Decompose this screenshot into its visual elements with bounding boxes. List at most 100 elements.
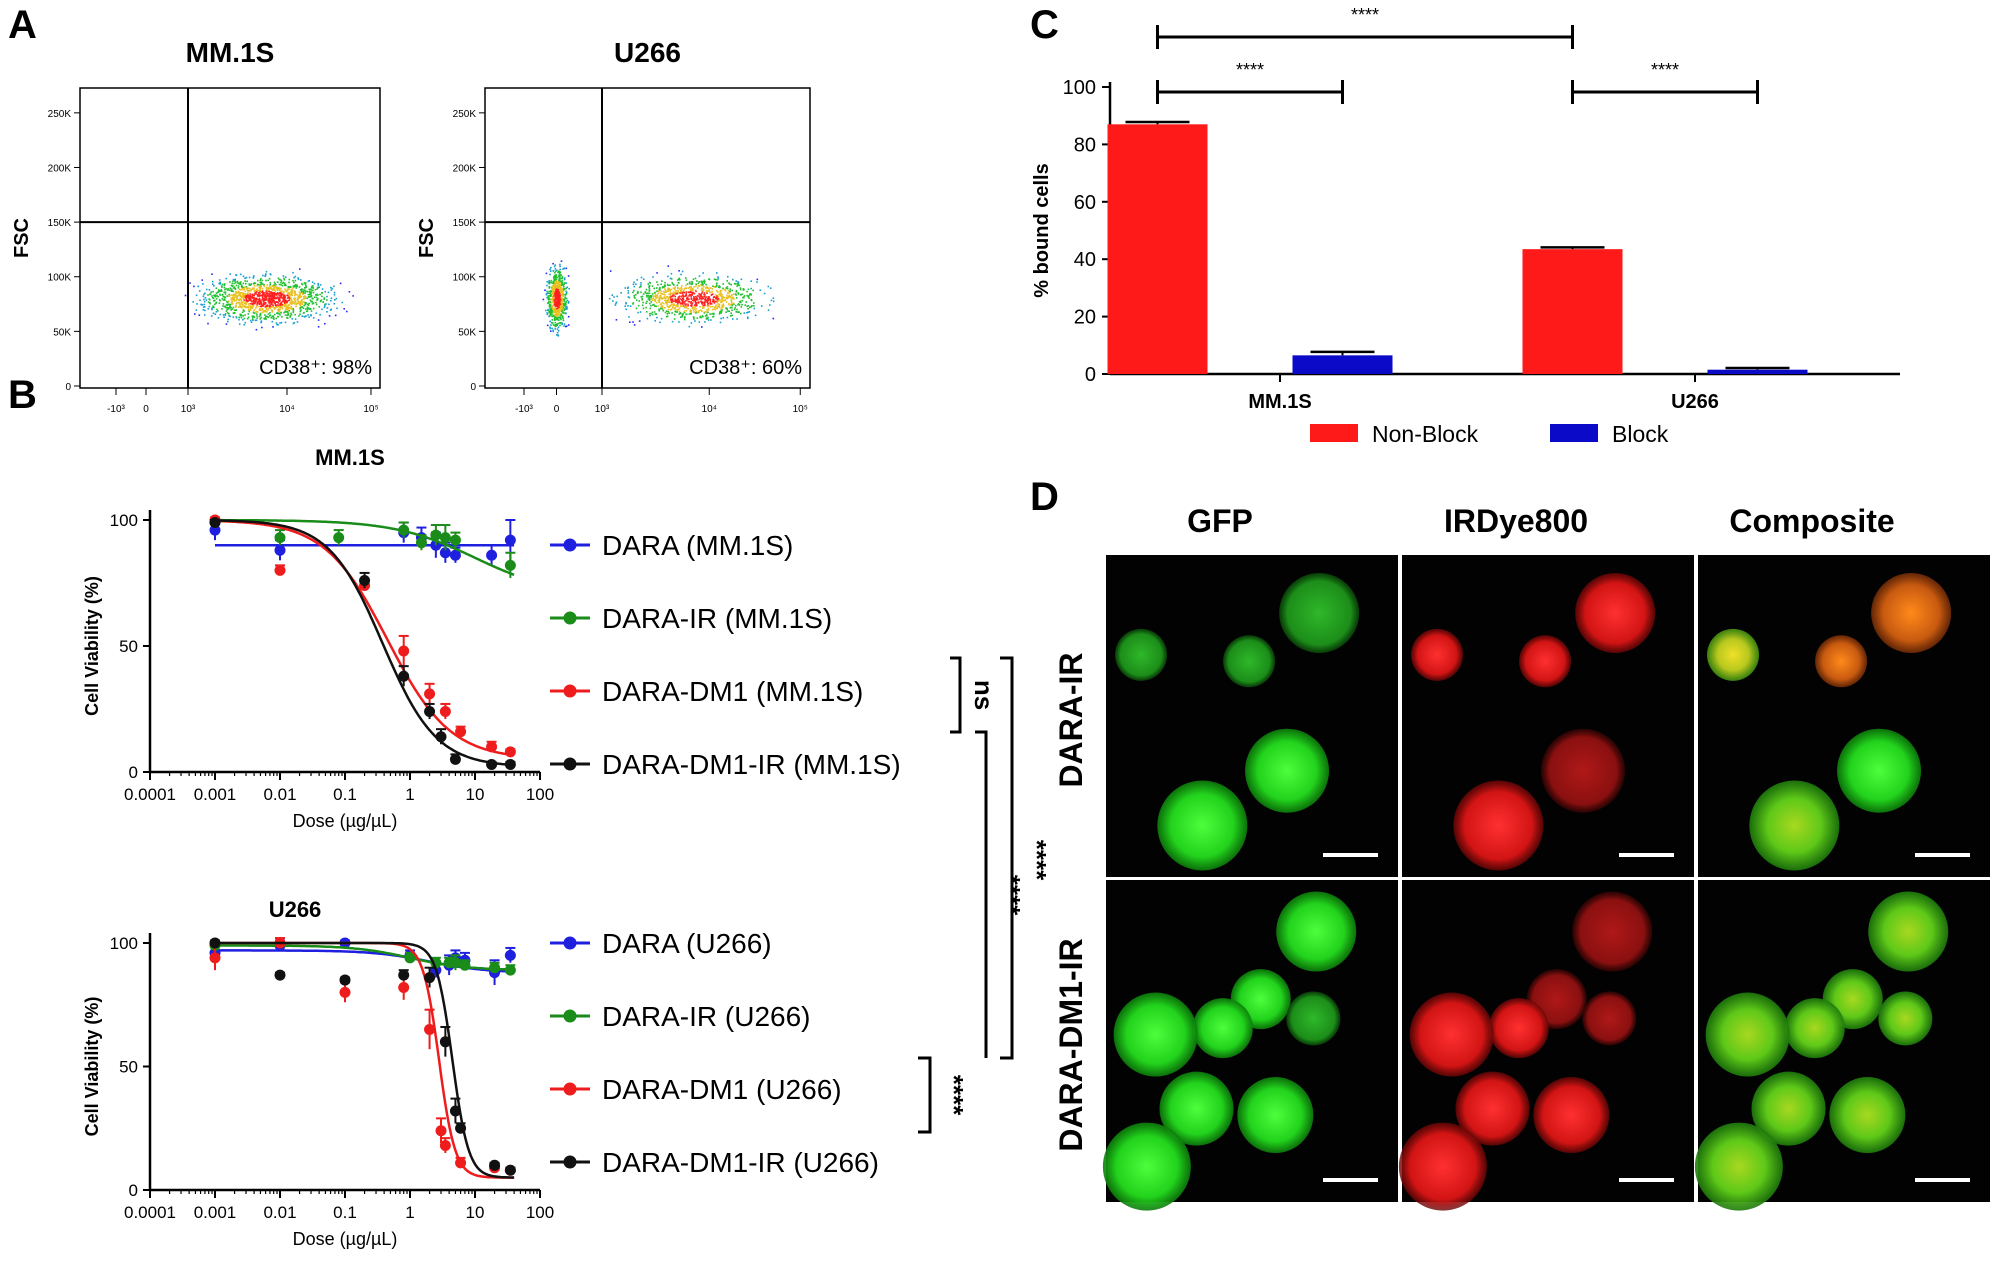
fit-curve [215, 941, 515, 1179]
data-point [435, 731, 447, 743]
flow-event [726, 308, 728, 311]
flow-event [299, 307, 301, 310]
flow-event [259, 318, 262, 320]
flow-event [676, 287, 679, 290]
flow-event [229, 294, 231, 297]
flow-event [253, 287, 255, 289]
flow-event [264, 317, 267, 319]
flow-event [669, 289, 671, 291]
cell [1245, 728, 1330, 813]
flow-event [720, 312, 722, 314]
flow-event [712, 315, 715, 318]
flow-event [285, 290, 288, 293]
flow-event [693, 306, 695, 308]
flow-event [555, 307, 558, 310]
flow-event [701, 301, 703, 303]
flow-event [706, 292, 708, 294]
flow-event [328, 303, 330, 306]
flow-event [609, 270, 612, 272]
flow-event [556, 334, 558, 336]
flow-event [675, 301, 677, 303]
flow-y-tick-label: 250K [453, 109, 477, 120]
flow-event [733, 283, 736, 285]
flow-event [555, 303, 558, 306]
flow-event [239, 293, 241, 296]
flow-event [672, 307, 674, 309]
flow-event [222, 295, 225, 298]
flow-event [654, 295, 657, 298]
flow-event [729, 288, 732, 290]
flow-event [296, 285, 299, 288]
flow-event [279, 289, 281, 291]
flow-event [263, 299, 266, 302]
flow-event [258, 297, 261, 300]
flow-event [676, 311, 678, 313]
flow-event [324, 304, 326, 307]
flow-event [276, 286, 279, 289]
flow-event [556, 282, 558, 284]
flow-event [229, 273, 231, 275]
flow-event [627, 287, 629, 289]
flow-event [253, 316, 256, 319]
flow-event [682, 294, 684, 296]
flow-event [224, 299, 226, 301]
flow-event [564, 294, 567, 296]
flow-event [280, 311, 282, 314]
flow-event [279, 300, 281, 302]
flow-event [289, 302, 292, 304]
flow-event [242, 282, 245, 285]
flow-event [554, 314, 557, 316]
flow-event [268, 287, 271, 290]
flow-event [708, 278, 711, 281]
flow-event [283, 300, 285, 303]
flow-event [267, 313, 270, 315]
data-point [209, 517, 221, 529]
cell [1409, 992, 1494, 1077]
flow-event [247, 297, 250, 300]
flow-event [302, 298, 305, 300]
flow-event [625, 302, 627, 305]
flow-event [232, 287, 235, 289]
flow-event [662, 309, 665, 312]
flow-event [283, 277, 285, 280]
flow-event [649, 307, 652, 310]
flow-event [273, 288, 276, 291]
flow-event [274, 301, 276, 304]
flow-event [707, 299, 709, 301]
flow-event [302, 301, 305, 303]
flow-event [261, 291, 263, 293]
flow-event [203, 300, 206, 303]
flow-event [265, 290, 268, 292]
flow-event [728, 290, 730, 292]
flow-event [703, 307, 705, 309]
flow-event [315, 301, 317, 304]
flow-event [552, 309, 554, 312]
flow-event [559, 291, 562, 293]
flow-event [193, 285, 195, 288]
flow-event [259, 295, 261, 297]
flow-event [203, 293, 205, 296]
flow-event [712, 312, 715, 315]
flow-event [742, 296, 745, 298]
flow-event [552, 297, 554, 300]
flow-event [684, 307, 687, 309]
flow-event [720, 301, 722, 304]
flow-event [696, 302, 698, 304]
flow-event [255, 293, 257, 295]
flow-event [653, 298, 656, 301]
significance-label: **** [1236, 60, 1264, 80]
flow-event [297, 277, 299, 279]
flow-event [653, 311, 656, 313]
flow-event [647, 294, 649, 297]
flow-event [209, 302, 211, 305]
flow-event [637, 304, 640, 307]
flow-event [651, 313, 654, 316]
flow-event [273, 302, 276, 304]
flow-event [251, 288, 254, 290]
flow-event [248, 296, 250, 298]
y-tick-label: 0 [129, 1181, 138, 1200]
flow-event [554, 268, 557, 270]
flow-event [219, 299, 221, 302]
flow-event [297, 297, 300, 300]
flow-event [213, 294, 215, 297]
